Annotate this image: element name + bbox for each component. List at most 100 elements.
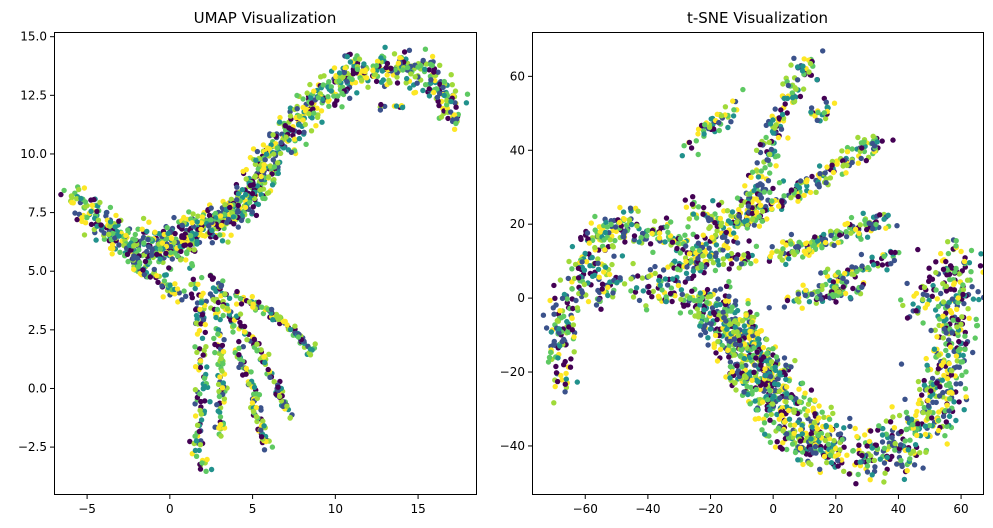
scatter-point	[692, 313, 698, 319]
scatter-point	[943, 419, 949, 425]
scatter-point	[733, 256, 740, 262]
scatter-point	[943, 347, 949, 354]
scatter-point	[770, 346, 776, 352]
scatter-point	[767, 189, 773, 195]
scatter-point	[247, 199, 253, 205]
scatter-point	[690, 194, 696, 200]
scatter-point	[74, 216, 80, 223]
scatter-point	[821, 110, 827, 116]
scatter-point	[725, 347, 731, 353]
scatter-point	[384, 60, 391, 67]
scatter-point	[414, 80, 420, 86]
scatter-point	[785, 82, 792, 89]
scatter-point	[894, 223, 900, 229]
scatter-point	[933, 287, 939, 293]
scatter-point	[586, 240, 592, 246]
scatter-point	[921, 377, 927, 384]
scatter-point	[904, 415, 911, 421]
scatter-point	[933, 269, 939, 276]
scatter-point	[318, 108, 325, 114]
scatter-point	[159, 283, 165, 289]
scatter-point	[915, 400, 922, 407]
scatter-point	[879, 432, 886, 438]
scatter-point	[610, 290, 616, 296]
scatter-point	[91, 196, 97, 203]
scatter-point	[434, 94, 441, 101]
scatter-point	[831, 437, 837, 444]
scatter-point	[79, 215, 85, 221]
scatter-point	[107, 204, 114, 211]
scatter-point	[441, 92, 447, 99]
scatter-point	[779, 198, 785, 205]
scatter-point	[218, 282, 225, 289]
scatter-point	[258, 434, 265, 440]
scatter-point	[697, 302, 703, 308]
scatter-point	[193, 312, 200, 319]
scatter-point	[220, 361, 226, 367]
scatter-point	[665, 264, 671, 270]
scatter-point	[253, 212, 260, 219]
scatter-point	[734, 363, 740, 369]
scatter-point	[88, 221, 95, 228]
scatter-point	[336, 78, 342, 84]
scatter-point	[732, 380, 738, 386]
scatter-point	[449, 82, 455, 88]
scatter-point	[315, 95, 322, 101]
scatter-point	[448, 109, 454, 115]
scatter-point	[341, 69, 347, 76]
scatter-point	[758, 328, 764, 334]
scatter-point	[968, 247, 975, 254]
scatter-point	[647, 241, 654, 247]
scatter-point	[788, 187, 795, 193]
scatter-point	[664, 224, 670, 230]
scatter-point	[69, 199, 75, 206]
scatter-point	[222, 211, 228, 218]
scatter-point	[800, 282, 806, 288]
scatter-point	[595, 287, 601, 294]
scatter-point	[803, 287, 809, 294]
scatter-point	[142, 258, 149, 265]
scatter-point	[837, 447, 843, 453]
scatter-point	[94, 208, 100, 215]
scatter-point	[959, 359, 966, 365]
scatter-point	[726, 278, 732, 285]
scatter-point	[961, 258, 968, 265]
scatter-point	[765, 157, 771, 163]
scatter-point	[199, 335, 206, 341]
scatter-point	[622, 239, 628, 245]
scatter-point	[451, 126, 458, 132]
scatter-point	[428, 77, 434, 83]
scatter-point	[788, 394, 794, 401]
scatter-point	[737, 353, 743, 359]
scatter-point	[844, 452, 850, 458]
scatter-point	[730, 98, 736, 104]
scatter-point	[276, 393, 283, 400]
scatter-point	[172, 230, 178, 237]
scatter-point	[253, 404, 259, 411]
scatter-point	[216, 388, 222, 395]
scatter-point	[196, 447, 202, 454]
scatter-point	[235, 191, 242, 197]
scatter-point	[203, 298, 209, 304]
scatter-point	[858, 155, 864, 162]
scatter-point	[963, 394, 969, 400]
scatter-point	[748, 174, 754, 180]
scatter-point	[862, 432, 868, 438]
scatter-point	[250, 204, 256, 210]
scatter-point	[833, 422, 840, 429]
scatter-point	[569, 315, 575, 321]
scatter-point	[179, 222, 185, 228]
scatter-point	[708, 116, 714, 122]
scatter-point	[947, 276, 953, 283]
scatter-point	[161, 278, 168, 284]
scatter-point	[765, 178, 772, 184]
scatter-point	[452, 88, 459, 94]
scatter-point	[276, 119, 283, 125]
scatter-point	[808, 436, 814, 442]
scatter-point	[238, 361, 244, 368]
scatter-point	[717, 346, 724, 353]
scatter-point	[220, 312, 226, 319]
scatter-point	[818, 447, 824, 453]
scatter-point	[578, 234, 584, 241]
scatter-point	[958, 248, 964, 255]
